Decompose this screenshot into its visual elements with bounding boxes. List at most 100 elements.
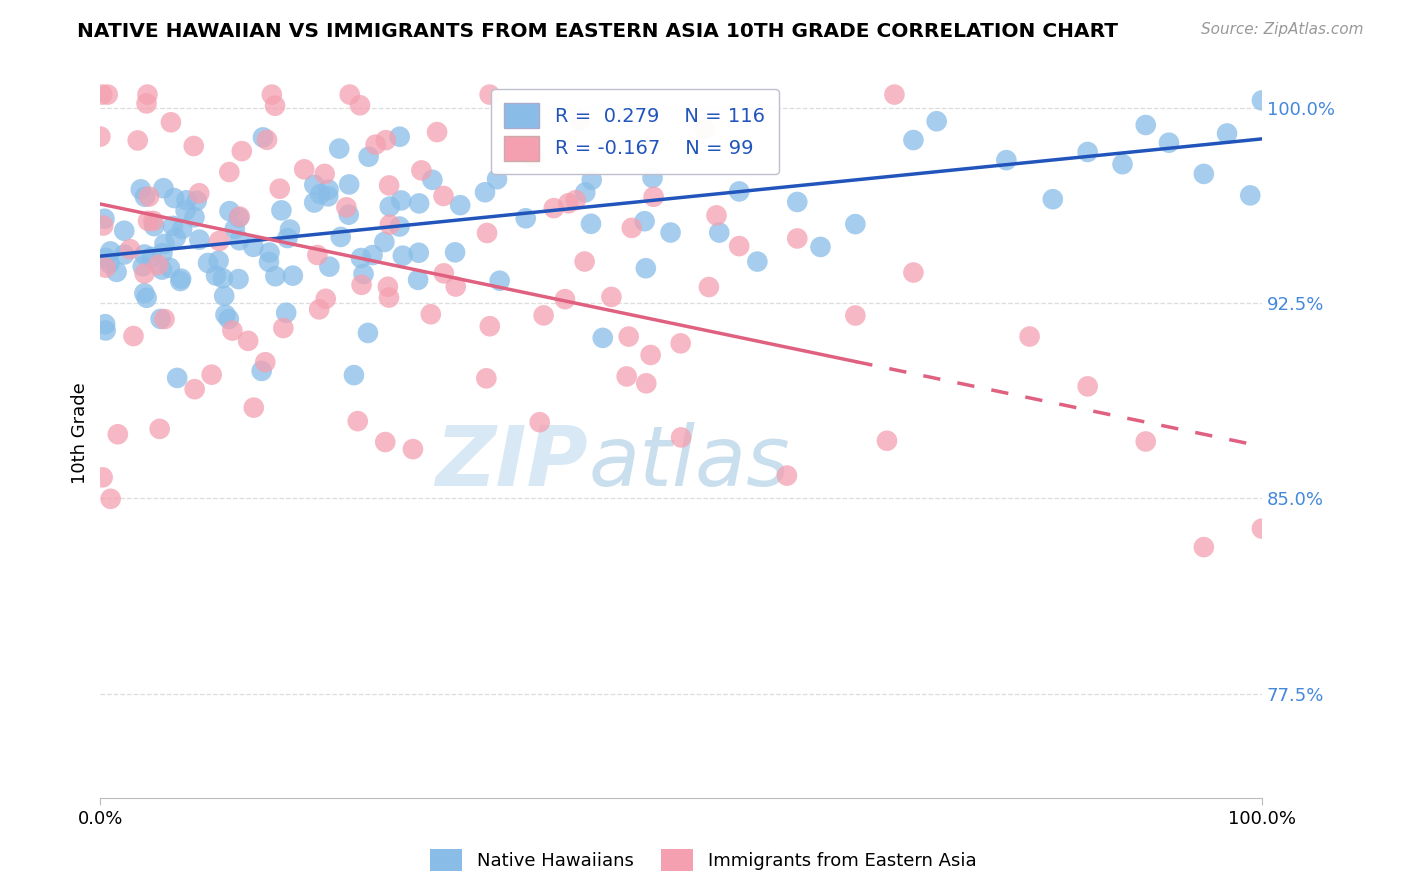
Point xyxy=(1239,188,1261,202)
Point xyxy=(250,364,273,378)
Point xyxy=(634,261,657,276)
Point xyxy=(747,254,769,268)
Point xyxy=(228,272,250,286)
Point xyxy=(810,240,832,254)
Point xyxy=(127,133,149,147)
Point xyxy=(269,182,291,196)
Point xyxy=(183,211,205,225)
Point xyxy=(1135,118,1157,132)
Point xyxy=(1192,167,1215,181)
Point xyxy=(1018,329,1040,343)
Point xyxy=(776,468,799,483)
Point xyxy=(94,324,117,338)
Point xyxy=(636,376,658,391)
Point xyxy=(328,142,350,156)
Point xyxy=(166,371,188,385)
Point xyxy=(1111,157,1133,171)
Point xyxy=(643,190,665,204)
Point xyxy=(97,87,120,102)
Point xyxy=(659,226,682,240)
Point xyxy=(617,329,640,343)
Point xyxy=(316,189,339,203)
Point xyxy=(388,129,411,144)
Point xyxy=(134,247,156,261)
Point xyxy=(228,233,250,247)
Point xyxy=(378,178,401,193)
Point xyxy=(475,371,498,385)
Point xyxy=(349,98,371,112)
Point xyxy=(186,194,208,208)
Point xyxy=(252,130,274,145)
Point xyxy=(357,326,380,340)
Point xyxy=(337,178,360,192)
Point xyxy=(307,248,329,262)
Point xyxy=(152,246,174,260)
Point xyxy=(174,203,197,218)
Point xyxy=(135,96,157,111)
Point xyxy=(270,203,292,218)
Point xyxy=(218,165,240,179)
Point xyxy=(112,247,135,261)
Point xyxy=(188,186,211,201)
Point xyxy=(378,218,401,232)
Point xyxy=(231,144,253,158)
Point xyxy=(357,150,380,164)
Point xyxy=(221,324,243,338)
Point xyxy=(728,185,751,199)
Point xyxy=(94,251,117,265)
Text: atlas: atlas xyxy=(588,422,790,503)
Point xyxy=(706,208,728,222)
Point xyxy=(574,254,596,268)
Point xyxy=(391,249,413,263)
Point xyxy=(292,162,315,177)
Point xyxy=(218,312,240,326)
Point xyxy=(786,194,808,209)
Point xyxy=(346,414,368,428)
Text: ZIP: ZIP xyxy=(436,422,588,503)
Point xyxy=(172,222,194,236)
Point xyxy=(120,242,142,256)
Point xyxy=(592,331,614,345)
Point xyxy=(557,196,579,211)
Point xyxy=(1216,127,1239,141)
Point xyxy=(693,121,716,136)
Point xyxy=(160,115,183,129)
Point xyxy=(107,427,129,442)
Point xyxy=(364,137,387,152)
Point xyxy=(281,268,304,283)
Point xyxy=(844,309,866,323)
Point xyxy=(377,279,399,293)
Point xyxy=(94,260,117,275)
Point xyxy=(224,221,246,235)
Point xyxy=(257,255,280,269)
Point xyxy=(94,317,117,331)
Point xyxy=(256,133,278,147)
Point xyxy=(444,279,467,293)
Point xyxy=(208,234,231,248)
Legend: R =  0.279    N = 116, R = -0.167    N = 99: R = 0.279 N = 116, R = -0.167 N = 99 xyxy=(491,89,779,174)
Point xyxy=(176,194,198,208)
Point xyxy=(236,334,259,348)
Point xyxy=(343,368,366,383)
Point xyxy=(131,260,153,274)
Point xyxy=(419,307,441,321)
Y-axis label: 10th Grade: 10th Grade xyxy=(72,383,89,484)
Point xyxy=(389,194,412,208)
Point xyxy=(408,245,430,260)
Point xyxy=(162,219,184,233)
Point xyxy=(91,219,114,233)
Point xyxy=(134,190,156,204)
Point xyxy=(314,167,336,181)
Point xyxy=(228,211,250,225)
Point xyxy=(318,260,340,274)
Point xyxy=(188,233,211,247)
Point xyxy=(478,319,501,334)
Point xyxy=(242,240,264,254)
Point xyxy=(378,291,401,305)
Point xyxy=(903,266,925,280)
Point xyxy=(432,189,454,203)
Point xyxy=(159,260,181,275)
Point xyxy=(620,220,643,235)
Point xyxy=(1042,192,1064,206)
Point xyxy=(135,291,157,305)
